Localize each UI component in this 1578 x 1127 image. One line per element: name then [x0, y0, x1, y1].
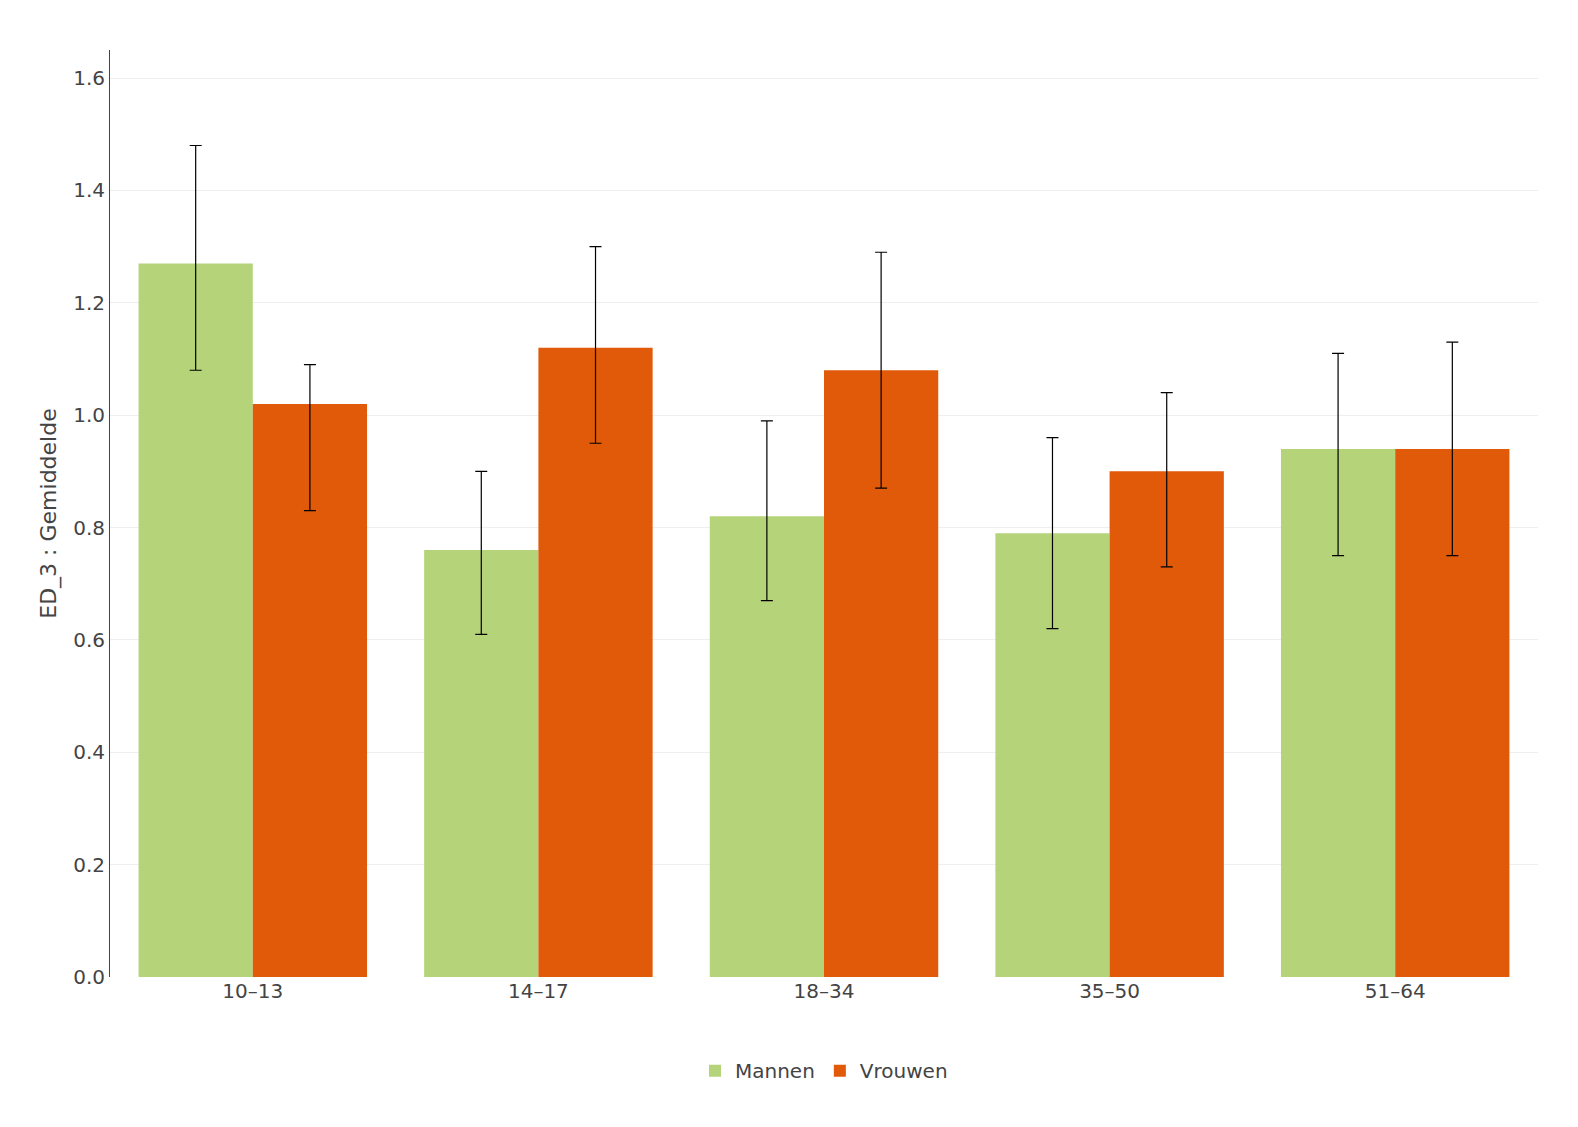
svg-text:0.6: 0.6 [73, 628, 105, 652]
svg-text:51–64: 51–64 [1365, 979, 1426, 1003]
svg-text:ED_3 : Gemiddelde: ED_3 : Gemiddelde [36, 408, 62, 618]
svg-text:18–34: 18–34 [794, 979, 855, 1003]
svg-text:10–13: 10–13 [222, 979, 283, 1003]
svg-text:0.8: 0.8 [73, 516, 105, 540]
svg-text:1.2: 1.2 [73, 291, 105, 315]
svg-text:1.6: 1.6 [73, 66, 105, 90]
svg-text:14–17: 14–17 [508, 979, 569, 1003]
svg-text:0.4: 0.4 [73, 740, 105, 764]
svg-text:0.0: 0.0 [73, 965, 105, 989]
svg-text:1.4: 1.4 [73, 178, 105, 202]
svg-text:0.2: 0.2 [73, 853, 105, 877]
svg-text:1.0: 1.0 [73, 403, 105, 427]
svg-text:Vrouwen: Vrouwen [860, 1059, 948, 1083]
svg-text:35–50: 35–50 [1079, 979, 1140, 1003]
svg-text:Mannen: Mannen [735, 1059, 815, 1083]
